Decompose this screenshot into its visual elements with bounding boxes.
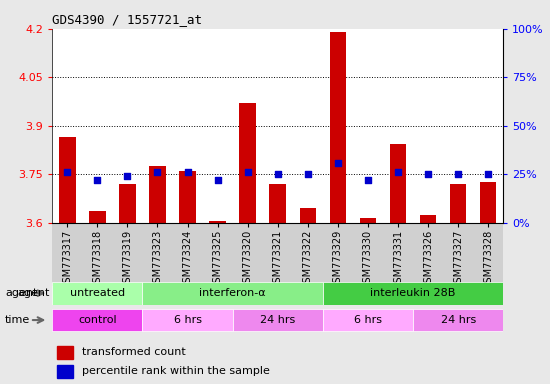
Text: interleukin 28B: interleukin 28B	[370, 288, 456, 298]
Bar	[52, 309, 142, 331]
Bar	[59, 137, 75, 223]
Text: interferon-α: interferon-α	[199, 288, 266, 298]
Point	[333, 159, 342, 166]
Bar	[52, 282, 142, 305]
Bar	[142, 282, 323, 305]
Text: time: time	[6, 315, 30, 325]
Point	[213, 177, 222, 183]
Text: 6 hrs: 6 hrs	[174, 315, 201, 325]
Bar	[360, 218, 376, 223]
Bar	[210, 221, 226, 223]
Point	[153, 169, 162, 175]
Bar	[323, 309, 413, 331]
Bar	[149, 166, 166, 223]
Point	[484, 171, 493, 177]
Bar	[390, 144, 406, 223]
Bar	[420, 215, 436, 223]
Bar	[329, 32, 346, 223]
Text: untreated: untreated	[70, 288, 125, 298]
Bar	[233, 309, 323, 331]
Point	[394, 169, 403, 175]
Bar	[413, 309, 503, 331]
Bar	[300, 208, 316, 223]
Text: control: control	[78, 315, 117, 325]
Point	[123, 173, 132, 179]
Point	[454, 171, 463, 177]
Text: 24 hrs: 24 hrs	[260, 315, 295, 325]
Point	[424, 171, 432, 177]
Bar	[323, 282, 503, 305]
Point	[63, 169, 72, 175]
Point	[93, 177, 102, 183]
Bar	[480, 182, 497, 223]
Point	[243, 169, 252, 175]
Bar	[89, 212, 106, 223]
Bar	[450, 184, 466, 223]
Text: 6 hrs: 6 hrs	[354, 315, 382, 325]
Text: agent: agent	[6, 288, 37, 298]
Bar	[142, 309, 233, 331]
Bar	[57, 346, 73, 359]
Bar	[57, 365, 73, 378]
Bar	[119, 184, 136, 223]
Text: agent: agent	[17, 288, 50, 298]
Text: GDS4390 / 1557721_at: GDS4390 / 1557721_at	[52, 13, 202, 26]
Point	[364, 177, 372, 183]
Bar	[239, 103, 256, 223]
Bar	[179, 171, 196, 223]
Point	[183, 169, 192, 175]
Text: percentile rank within the sample: percentile rank within the sample	[81, 366, 270, 376]
Text: transformed count: transformed count	[81, 347, 185, 357]
Point	[304, 171, 312, 177]
Bar	[270, 184, 286, 223]
Point	[273, 171, 282, 177]
Text: 24 hrs: 24 hrs	[441, 315, 476, 325]
